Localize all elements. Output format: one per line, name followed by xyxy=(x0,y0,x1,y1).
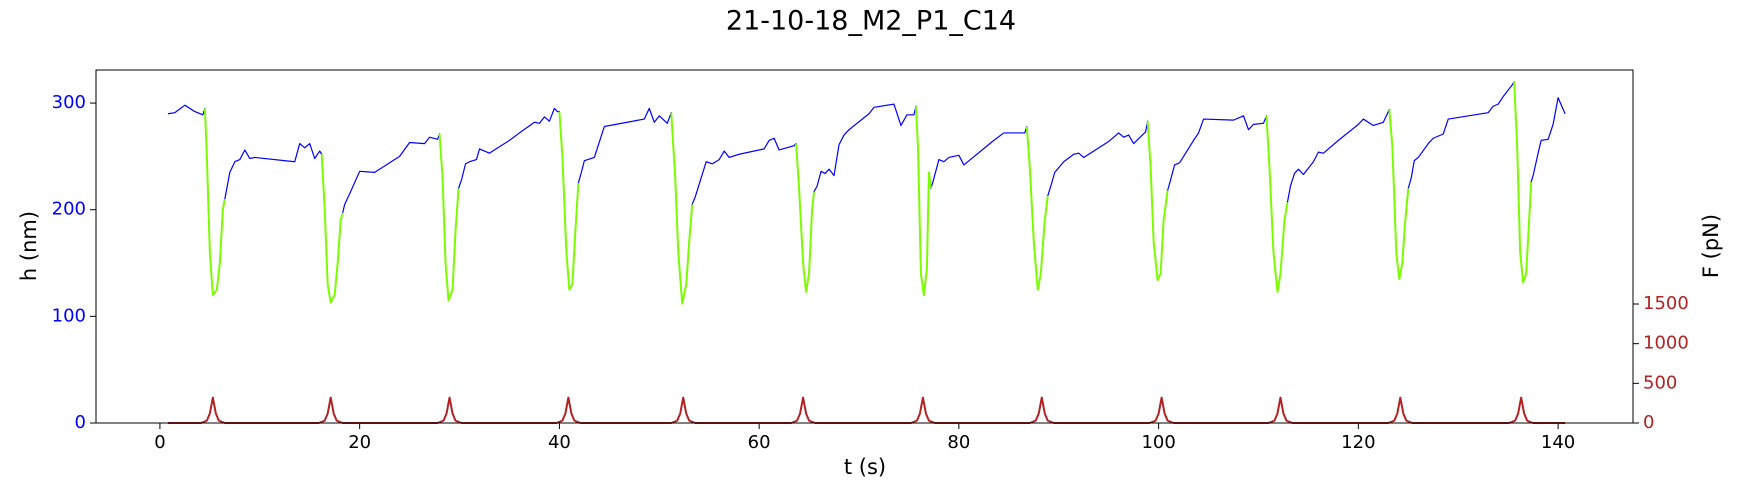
y-tick-label: 200 xyxy=(52,199,86,220)
x-tick-label: 120 xyxy=(1341,432,1375,453)
y2-tick-label: 1500 xyxy=(1643,293,1689,314)
y2-axis-label: F (pN) xyxy=(1699,214,1723,278)
y-tick-label: 300 xyxy=(52,92,86,113)
x-tick-label: 60 xyxy=(748,432,771,453)
x-tick-label: 80 xyxy=(947,432,970,453)
chart-title: 21-10-18_M2_P1_C14 xyxy=(726,6,1016,37)
x-tick-label: 40 xyxy=(548,432,571,453)
y-tick-label: 0 xyxy=(75,412,86,433)
x-axis-label: t (s) xyxy=(844,455,886,479)
data-line xyxy=(167,81,1566,305)
plot-frame xyxy=(95,69,1634,424)
data-line xyxy=(167,396,1566,424)
y2-tick-label: 1000 xyxy=(1643,333,1689,354)
x-tick-label: 140 xyxy=(1541,432,1575,453)
x-tick-label: 100 xyxy=(1141,432,1175,453)
x-tick-label: 0 xyxy=(154,432,165,453)
y2-tick-label: 500 xyxy=(1643,372,1677,393)
y-tick-label: 100 xyxy=(52,305,86,326)
y2-tick-label: 0 xyxy=(1643,412,1654,433)
x-tick-label: 20 xyxy=(348,432,371,453)
y-axis-label: h (nm) xyxy=(17,211,41,281)
data-line xyxy=(203,81,1533,305)
